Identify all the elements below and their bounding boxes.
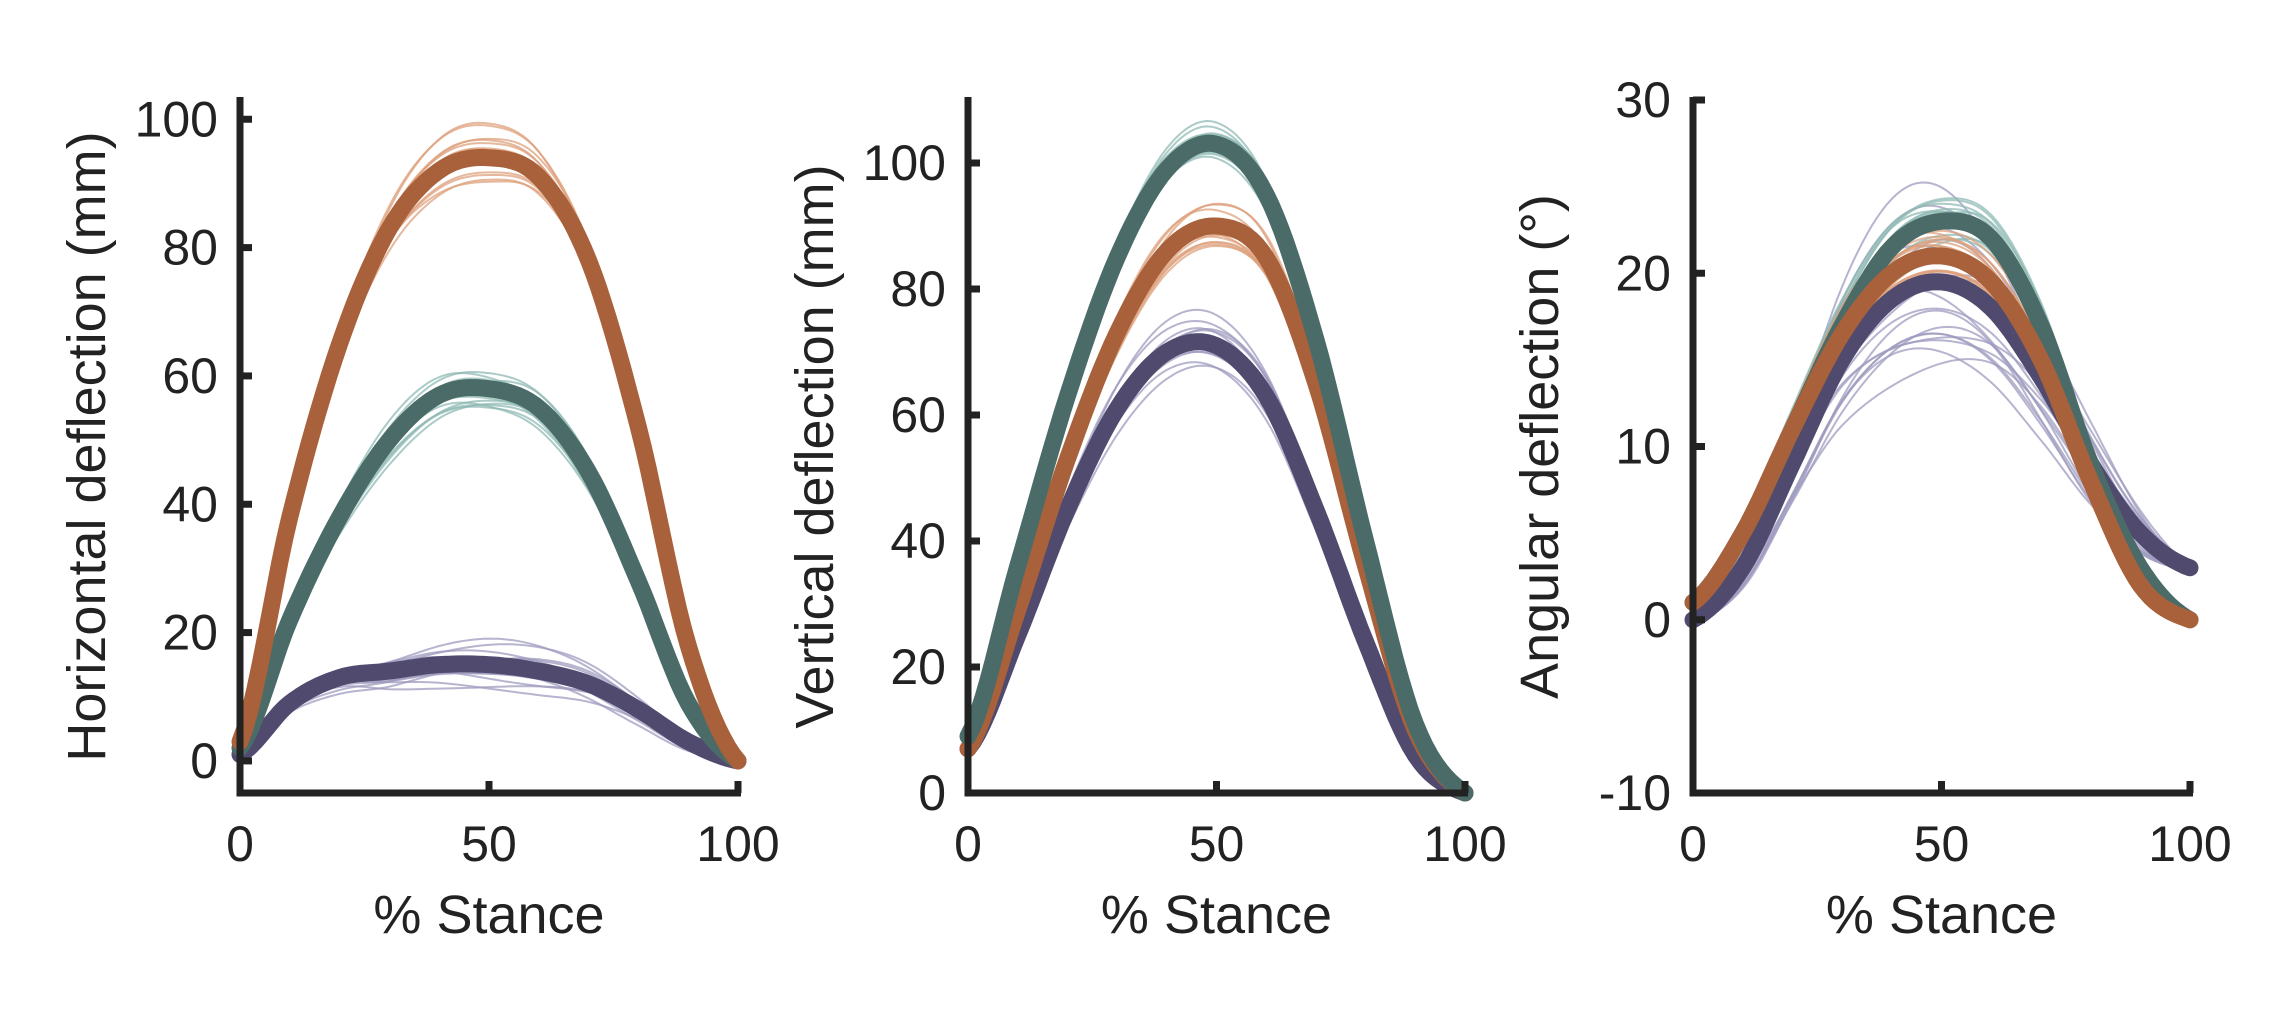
- y-tick-label: 80: [162, 220, 218, 276]
- x-tick-label: 50: [1914, 816, 1970, 872]
- mean-line: [231, 379, 747, 770]
- mean-line: [959, 134, 1474, 802]
- x-axis-title: % Stance: [1101, 885, 1332, 945]
- trial-line: [1692, 279, 2191, 621]
- trial-line: [1692, 279, 2191, 621]
- x-tick-label: 50: [461, 816, 517, 872]
- trial-line: [1692, 259, 2191, 621]
- y-tick-label: 20: [890, 639, 946, 695]
- x-tick-label: 0: [1679, 816, 1707, 872]
- trial-line: [1692, 243, 2191, 621]
- y-tick-label: 40: [890, 513, 946, 569]
- y-tick-label: 30: [1615, 72, 1671, 128]
- x-tick-label: 100: [1423, 816, 1506, 872]
- y-tick-label: 0: [918, 765, 946, 821]
- trial-line: [1692, 270, 2191, 621]
- x-axis-title: % Stance: [373, 885, 604, 945]
- x-tick-label: 0: [954, 816, 982, 872]
- trial-line: [1692, 244, 2191, 621]
- trial-line: [1692, 211, 2191, 621]
- horizontal-deflection-chart: 0 20 40 60 80 100 0 50 100 % Stance Horizontal def…: [57, 91, 780, 945]
- trial-line: [1692, 231, 2191, 621]
- plot-area: [959, 120, 1474, 802]
- y-tick-label: 40: [162, 476, 218, 532]
- x-tick-label: 0: [226, 816, 254, 872]
- x-tick-label: 50: [1189, 816, 1245, 872]
- vertical-deflection-chart: 0 20 40 60 80 100 0 50 100 % Stance Vertical defle…: [785, 97, 1507, 945]
- trial-line: [239, 660, 739, 762]
- trial-line: [1692, 238, 2191, 621]
- trial-line: [1692, 211, 2191, 621]
- y-tick-label: 100: [135, 91, 218, 147]
- mean-line: [231, 655, 747, 770]
- x-axis-title: % Stance: [1826, 885, 2057, 945]
- trial-line: [1692, 233, 2191, 621]
- mean-line: [959, 333, 1474, 802]
- y-tick-label: 10: [1615, 419, 1671, 475]
- x-tick-label: 100: [696, 816, 779, 872]
- y-tick-label: -10: [1599, 765, 1671, 821]
- y-tick-label: 80: [890, 261, 946, 317]
- y-tick-label: 0: [1643, 592, 1671, 648]
- y-tick-label: 60: [162, 348, 218, 404]
- y-axis-title: Vertical deflection (mm): [785, 164, 845, 728]
- trial-line: [1692, 288, 2191, 621]
- trial-line: [1692, 238, 2191, 621]
- plot-area: [231, 121, 747, 770]
- mean-line: [1684, 273, 2199, 629]
- mean-line: [1684, 247, 2199, 629]
- y-tick-label: 60: [890, 387, 946, 443]
- trial-line: [1692, 270, 2191, 621]
- y-tick-label: 0: [190, 733, 218, 789]
- x-tick-label: 100: [2148, 816, 2231, 872]
- trial-line: [1692, 269, 2191, 621]
- trial-line: [1692, 237, 2191, 621]
- y-tick-label: 20: [1615, 245, 1671, 301]
- trial-line: [1692, 259, 2191, 621]
- trial-line: [1692, 279, 2191, 621]
- plot-area: [1684, 181, 2199, 629]
- mean-line: [231, 149, 747, 770]
- trial-line: [1692, 269, 2191, 621]
- y-tick-label: 100: [863, 135, 946, 191]
- trial-line: [1692, 279, 2191, 621]
- trial-line: [1692, 235, 2191, 621]
- y-tick-label: 20: [162, 605, 218, 661]
- y-axis-title: Angular deflection (°): [1510, 194, 1570, 699]
- y-axis-title: Horizontal deflection (mm): [57, 131, 117, 761]
- trial-line: [1692, 244, 2191, 621]
